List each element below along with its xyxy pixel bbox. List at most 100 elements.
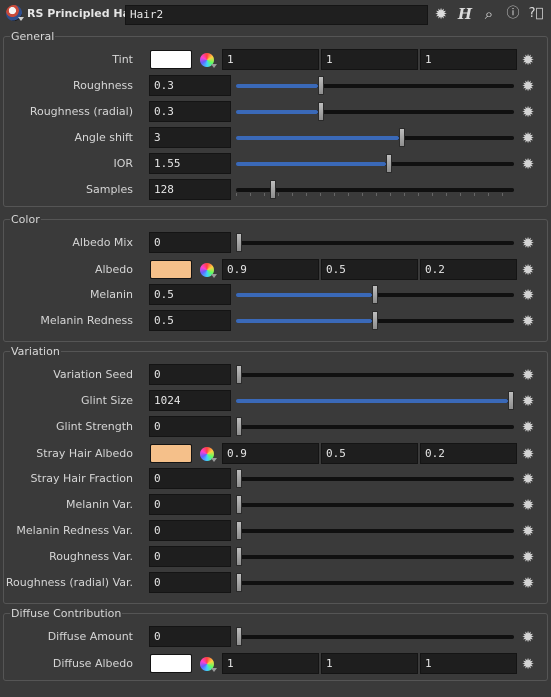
roughness-radial-field[interactable]: 0.3 (149, 101, 231, 122)
gear-icon[interactable]: ✹ (521, 286, 535, 304)
roughness-radial-var-field[interactable]: 0 (149, 572, 231, 593)
gear-icon[interactable]: ✹ (521, 445, 535, 463)
color-wheel-icon[interactable] (200, 657, 214, 671)
color-wheel-icon[interactable] (200, 263, 214, 277)
slider-handle[interactable] (236, 521, 242, 540)
gear-icon[interactable]: ✹ (521, 522, 535, 540)
melanin-var-slider[interactable] (236, 495, 514, 514)
slider-handle[interactable] (236, 573, 242, 592)
melanin-redness-var-field[interactable]: 0 (149, 520, 231, 541)
search-icon[interactable]: ⌕ (484, 5, 494, 23)
glint-strength-slider[interactable] (236, 417, 514, 436)
melanin-field[interactable]: 0.5 (149, 284, 231, 305)
melanin-redness-field[interactable]: 0.5 (149, 310, 231, 331)
gear-icon[interactable]: ✹ (521, 470, 535, 488)
ior-slider[interactable] (236, 154, 514, 173)
tint-swatch[interactable] (150, 50, 192, 69)
stray-hair-albedo-g-field[interactable]: 0.5 (321, 443, 418, 464)
gear-icon[interactable]: ✹ (521, 655, 535, 673)
node-name-input[interactable]: Hair2 (125, 5, 428, 25)
color-wheel-icon[interactable] (200, 447, 214, 461)
node-menu-caret-icon[interactable] (18, 17, 24, 21)
gear-icon[interactable]: ✹ (521, 261, 535, 279)
gear-icon[interactable]: ✹ (521, 574, 535, 592)
tint-r-field[interactable]: 1 (222, 49, 319, 70)
gear-icon[interactable]: ✹ (521, 51, 535, 69)
roughness-radial-slider[interactable] (236, 102, 514, 121)
melanin-var-field[interactable]: 0 (149, 494, 231, 515)
glint-size-row: Glint Size 1024 ✹ (0, 388, 551, 414)
gear-icon[interactable]: ✹ (521, 234, 535, 252)
slider-handle[interactable] (236, 469, 242, 488)
albedo-mix-field[interactable]: 0 (149, 232, 231, 253)
caret-icon (211, 458, 217, 462)
roughness-var-field[interactable]: 0 (149, 546, 231, 567)
albedo-b-field[interactable]: 0.2 (420, 259, 517, 280)
slider-handle[interactable] (318, 76, 324, 95)
tint-b-field[interactable]: 1 (420, 49, 517, 70)
gear-icon[interactable]: ✹ (521, 312, 535, 330)
albedo-swatch[interactable] (150, 260, 192, 279)
slider-handle[interactable] (236, 627, 242, 646)
glint-size-field[interactable]: 1024 (149, 390, 231, 411)
gear-icon[interactable]: ✹ (521, 77, 535, 95)
diffuse-albedo-r-field[interactable]: 1 (222, 653, 319, 674)
slider-handle[interactable] (236, 547, 242, 566)
diffuse-albedo-b-field[interactable]: 1 (420, 653, 517, 674)
slider-handle[interactable] (372, 285, 378, 304)
melanin-redness-slider[interactable] (236, 311, 514, 330)
glint-strength-field[interactable]: 0 (149, 416, 231, 437)
diffuse-albedo-g-field[interactable]: 1 (321, 653, 418, 674)
gear-icon[interactable]: ✹ (521, 129, 535, 147)
albedo-mix-slider[interactable] (236, 233, 514, 252)
slider-handle[interactable] (386, 154, 392, 173)
gear-icon[interactable]: ✹ (521, 155, 535, 173)
stray-hair-albedo-b-field[interactable]: 0.2 (420, 443, 517, 464)
variation-seed-slider[interactable] (236, 365, 514, 384)
samples-slider[interactable] (236, 180, 514, 199)
diffuse-albedo-swatch[interactable] (150, 654, 192, 673)
roughness-slider[interactable] (236, 76, 514, 95)
samples-field[interactable]: 128 (149, 179, 231, 200)
slider-handle[interactable] (236, 365, 242, 384)
melanin-slider[interactable] (236, 285, 514, 304)
roughness-field[interactable]: 0.3 (149, 75, 231, 96)
stray-hair-albedo-swatch[interactable] (150, 444, 192, 463)
roughness-radial-var-slider[interactable] (236, 573, 514, 592)
slider-handle[interactable] (270, 180, 276, 199)
slider-handle[interactable] (372, 311, 378, 330)
gear-icon[interactable]: ✹ (521, 628, 535, 646)
info-icon[interactable]: ⓘ (506, 6, 520, 21)
stray-hair-fraction-slider[interactable] (236, 469, 514, 488)
stray-hair-albedo-r-field[interactable]: 0.9 (222, 443, 319, 464)
melanin-redness-var-slider[interactable] (236, 521, 514, 540)
diffuse-amount-slider[interactable] (236, 627, 514, 646)
slider-handle[interactable] (399, 128, 405, 147)
roughness-var-slider[interactable] (236, 547, 514, 566)
gear-icon[interactable]: ✹ (521, 418, 535, 436)
variation-seed-field[interactable]: 0 (149, 364, 231, 385)
color-wheel-icon[interactable] (200, 53, 214, 67)
slider-handle[interactable] (508, 391, 514, 410)
tint-g-field[interactable]: 1 (321, 49, 418, 70)
gear-icon[interactable]: ✹ (521, 548, 535, 566)
h-icon[interactable]: H (457, 5, 473, 23)
slider-handle[interactable] (236, 233, 242, 252)
slider-handle[interactable] (236, 417, 242, 436)
diffuse-amount-field[interactable]: 0 (149, 626, 231, 647)
gear-icon[interactable]: ✹ (521, 103, 535, 121)
stray-hair-fraction-field[interactable]: 0 (149, 468, 231, 489)
slider-handle[interactable] (318, 102, 324, 121)
albedo-g-field[interactable]: 0.5 (321, 259, 418, 280)
gear-icon[interactable]: ✹ (521, 392, 535, 410)
gear-icon[interactable]: ✹ (434, 5, 448, 23)
slider-handle[interactable] (236, 495, 242, 514)
albedo-r-field[interactable]: 0.9 (222, 259, 319, 280)
glint-size-slider[interactable] (236, 391, 514, 410)
ior-field[interactable]: 1.55 (149, 153, 231, 174)
gear-icon[interactable]: ✹ (521, 496, 535, 514)
angle-shift-field[interactable]: 3 (149, 127, 231, 148)
help-icon[interactable]: ?⃝ (528, 6, 544, 21)
gear-icon[interactable]: ✹ (521, 366, 535, 384)
angle-shift-slider[interactable] (236, 128, 514, 147)
